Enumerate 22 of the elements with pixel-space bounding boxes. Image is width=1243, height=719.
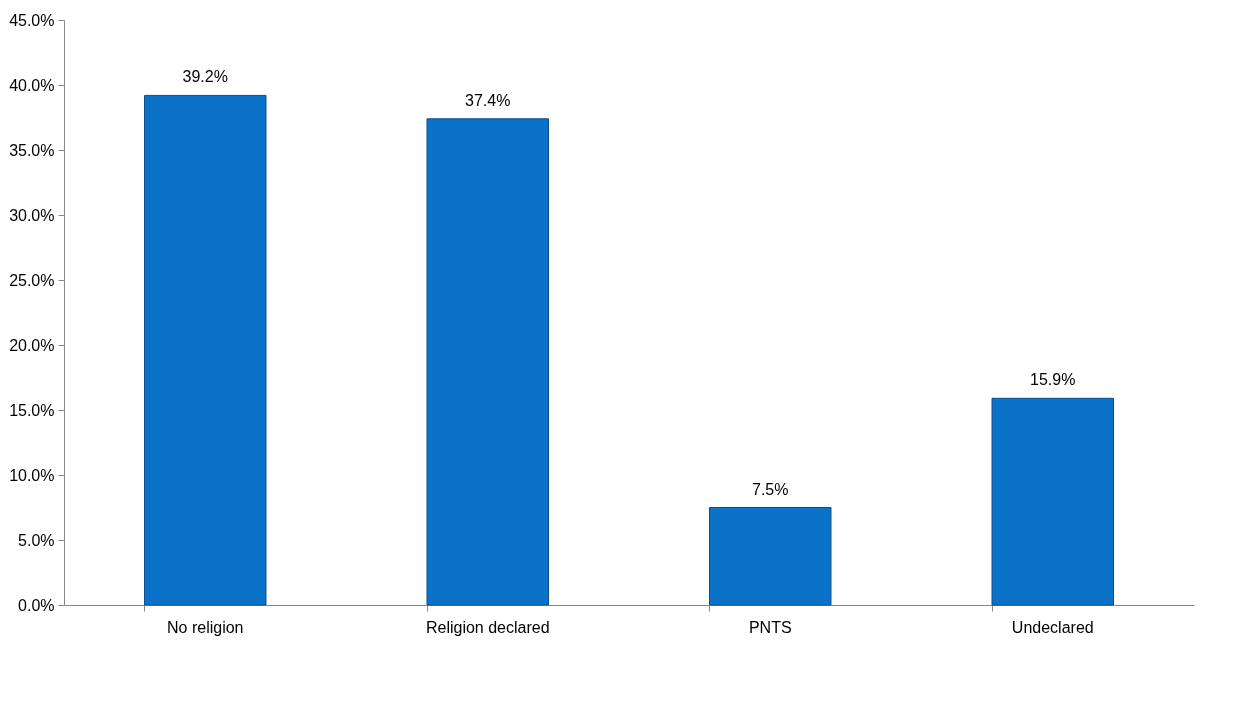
x-tick-label: No religion [167, 618, 244, 636]
x-tick-label: Undeclared [1011, 618, 1094, 636]
x-tick-label: PNTS [748, 618, 792, 636]
y-tick-label: 20.0% [9, 336, 55, 354]
bar [709, 507, 832, 606]
y-tick-label: 25.0% [9, 271, 55, 289]
y-tick-label: 45.0% [9, 11, 55, 29]
x-tick-label: Religion declared [425, 618, 550, 636]
bar [426, 118, 549, 606]
bar [144, 94, 267, 606]
data-label: 37.4% [465, 91, 511, 109]
data-label: 7.5% [752, 480, 789, 498]
y-tick-label: 0.0% [18, 596, 55, 614]
y-tick-label: 40.0% [9, 76, 55, 94]
y-tick-label: 15.0% [9, 401, 55, 419]
y-tick-label: 30.0% [9, 206, 55, 224]
data-label: 39.2% [182, 68, 228, 86]
bar [991, 397, 1114, 606]
y-tick-label: 5.0% [18, 531, 55, 549]
y-tick-label: 35.0% [9, 141, 55, 159]
data-label: 15.9% [1030, 371, 1076, 389]
y-tick-label: 10.0% [9, 466, 55, 484]
